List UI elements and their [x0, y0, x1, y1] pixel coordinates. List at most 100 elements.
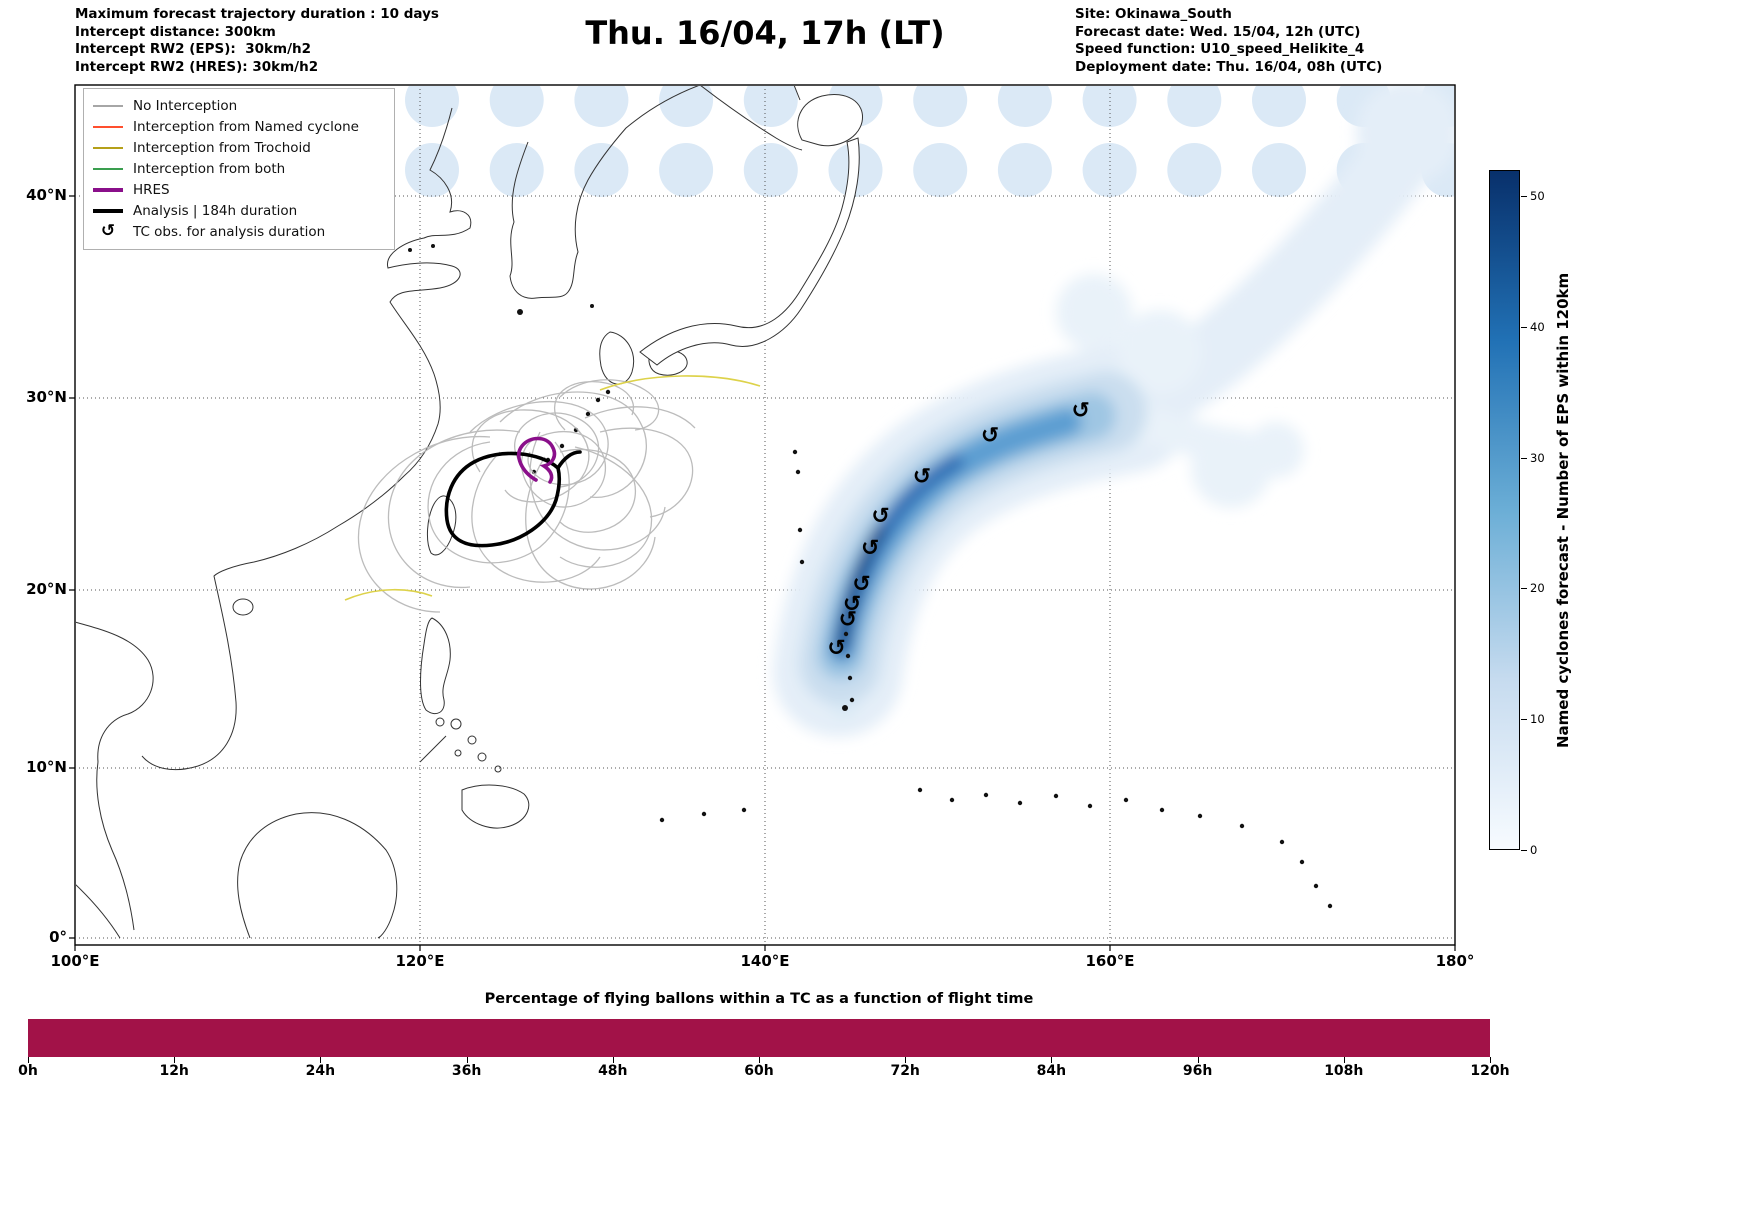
- header-right-info: Site: Okinawa_South Forecast date: Wed. 1…: [1075, 6, 1382, 76]
- map-x-tick-label: 180°: [1435, 952, 1475, 970]
- bottom-x-tick-label: 12h: [159, 1063, 189, 1079]
- legend-line-sample-icon: [93, 146, 123, 149]
- colorbar-tick: [1521, 588, 1527, 590]
- dot-pattern-circle: [743, 143, 798, 197]
- header-info-line: Maximum forecast trajectory duration : 1…: [75, 6, 439, 22]
- map-frame: [69, 84, 1456, 951]
- coast-visayas: [467, 735, 477, 745]
- coast-gulf-thailand: [76, 621, 154, 763]
- tc-observation-icon: ↺: [861, 536, 879, 561]
- dot-pattern-circle: [574, 143, 629, 197]
- colorbar-tick-label: 50: [1530, 189, 1545, 204]
- bottom-axis-tick: [1197, 1057, 1199, 1063]
- colorbar-tick: [1521, 719, 1527, 721]
- bottom-x-tick-label: 24h: [305, 1063, 336, 1079]
- bottom-x-tick-label: 72h: [890, 1063, 920, 1079]
- header-info-line: Site: Okinawa_South: [1075, 6, 1232, 22]
- bottom-chart-title: Percentage of flying ballons within a TC…: [484, 991, 1034, 1007]
- legend-item: Interception from Trochoid: [93, 137, 384, 158]
- tc-observation-icon: ↺: [1071, 399, 1089, 424]
- colorbar-tick: [1521, 326, 1527, 328]
- bottom-axis-tick: [759, 1057, 760, 1063]
- colorbar-tick-label: 30: [1530, 450, 1545, 465]
- bottom-axis-tick: [1343, 1057, 1345, 1063]
- tc-observation-icon: ↺: [839, 607, 857, 632]
- coast-mindoro: [435, 717, 445, 727]
- tc-observation-icon: ↺: [827, 636, 845, 661]
- legend-item: HRES: [93, 179, 384, 200]
- legend-item-label: Interception from both: [133, 160, 286, 177]
- bottom-x-tick-label: 0h: [18, 1063, 38, 1079]
- dot-pattern-circle: [405, 143, 459, 197]
- coast-korea: [509, 86, 699, 299]
- coast-visayas: [477, 752, 487, 762]
- bottom-x-tick-label: 60h: [744, 1063, 774, 1079]
- legend-item-label: No Interception: [133, 97, 238, 114]
- coast-mindanao: [461, 784, 530, 829]
- dot-pattern-circle: [659, 143, 714, 197]
- dot-pattern-circle: [574, 86, 629, 127]
- map-y-tick-label: 40°N: [26, 186, 67, 204]
- dot-pattern-circle: [1252, 143, 1306, 197]
- coast-hokkaido: [797, 94, 863, 147]
- dot-pattern-circle: [743, 86, 798, 127]
- coast-visayas: [450, 718, 462, 730]
- dot-pattern-circle: [1167, 86, 1222, 127]
- bottom-axis-tick: [1490, 1057, 1491, 1063]
- grid-lines: [76, 86, 1454, 944]
- legend-item: Interception from both: [93, 158, 384, 179]
- legend-line-sample-icon: [93, 187, 123, 192]
- legend-item: ↺ TC obs. for analysis duration: [93, 221, 384, 242]
- header-info-line: Intercept RW2 (EPS): 30km/h2: [75, 41, 311, 57]
- legend-item-label: HRES: [133, 181, 170, 198]
- coastlines: [76, 86, 863, 939]
- bottom-x-tick-label: 84h: [1036, 1063, 1067, 1079]
- colorbar-gradient: [1489, 170, 1520, 850]
- coast-luzon: [420, 617, 451, 715]
- header-info-line: Intercept distance: 300km: [75, 23, 276, 40]
- light-blue-dot-pattern: [405, 86, 1454, 197]
- tc-observation-icon: ↺: [913, 465, 931, 490]
- map-x-tick-label: 120°E: [395, 952, 445, 970]
- dot-pattern-circle: [1252, 86, 1306, 127]
- map-legend: No Interception Interception from Named c…: [83, 88, 395, 250]
- colorbar-tick-label: 20: [1530, 581, 1545, 596]
- dot-pattern-circle: [659, 86, 714, 127]
- legend-line-sample-icon: [93, 167, 123, 170]
- tc-obs-legend-icon: ↺: [100, 221, 116, 241]
- dot-pattern-circle: [997, 86, 1052, 127]
- tc-observation-icon: ↺: [871, 504, 889, 529]
- colorbar-label: Named cyclones forecast - Number of EPS …: [1554, 272, 1572, 748]
- tc-observation-symbols: ↺↺↺↺↺↺↺↺↺: [827, 399, 1090, 661]
- coast-malay: [96, 761, 135, 931]
- coast-kyushu: [599, 331, 634, 385]
- coast-palawan: [419, 735, 447, 763]
- legend-line-sample-icon: [93, 125, 123, 128]
- dot-pattern-circle: [913, 143, 968, 197]
- colorbar-tick-label: 40: [1530, 319, 1545, 334]
- dot-pattern-circle: [913, 86, 968, 127]
- colorbar-tick-label: 10: [1530, 712, 1545, 727]
- hres-track: [517, 436, 557, 484]
- tc-observation-icon: ↺: [852, 572, 870, 597]
- coast-sumatra: [76, 884, 121, 939]
- coast-honshu: [639, 137, 860, 366]
- colorbar-tick: [1521, 850, 1527, 851]
- colorbar-tick-label: 0: [1530, 843, 1538, 857]
- legend-item-label: Interception from Trochoid: [133, 139, 311, 156]
- bottom-x-tick-label: 120h: [1470, 1063, 1510, 1079]
- bottom-x-tick-label: 96h: [1182, 1063, 1213, 1079]
- dot-pattern-circle: [1167, 143, 1222, 197]
- tc-observation-icon: ↺: [981, 423, 999, 448]
- bottom-x-tick-label: 48h: [598, 1063, 628, 1079]
- legend-item-label: Interception from Named cyclone: [133, 118, 359, 135]
- map-y-tick-label: 0°: [49, 928, 67, 946]
- map-x-tick-label: 160°E: [1085, 952, 1135, 970]
- tc-observation-icon: ↺: [843, 592, 861, 617]
- coast-taiwan: [426, 495, 457, 556]
- legend-item-label: Analysis | 184h duration: [133, 202, 298, 219]
- coast-china-vietnam: [141, 107, 472, 771]
- coast-visayas: [454, 749, 462, 757]
